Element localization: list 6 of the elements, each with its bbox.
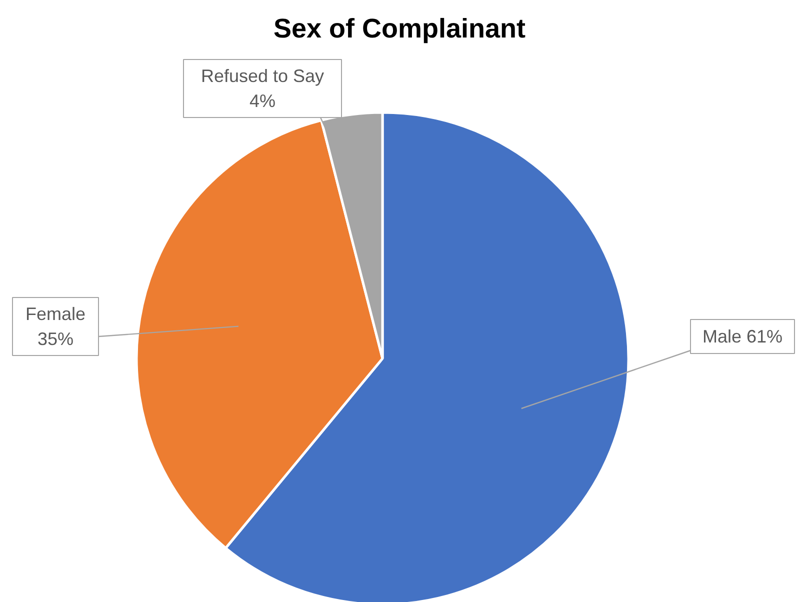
chart-title: Sex of Complainant [273,14,526,44]
slice-label: Refused to Say [200,66,324,86]
data-label: 4% [249,91,276,111]
data-label: 35% [37,329,74,349]
slice-label: Male 61% [702,326,783,346]
slice-label: Female [25,304,86,324]
